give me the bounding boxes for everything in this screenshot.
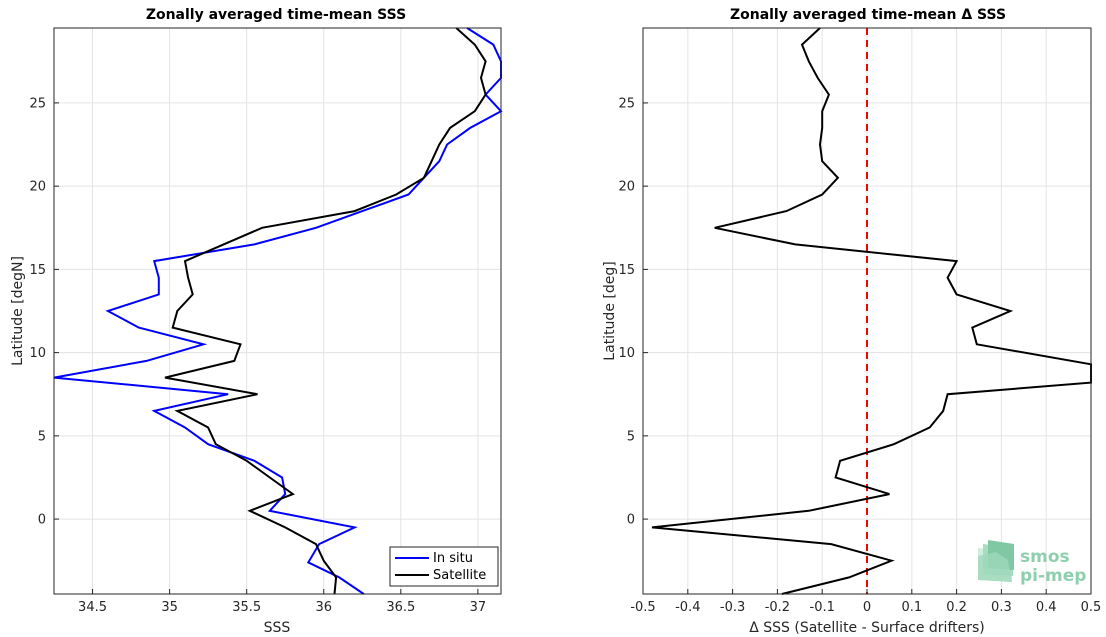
left-chart-title: Zonally averaged time-mean SSS [146,7,406,23]
right-x-tick-label: 0 [863,600,871,615]
legend-label-satellite: Satellite [433,568,486,583]
left-x-tick-label: 37 [470,600,487,615]
right-y-tick-label: 0 [627,513,635,528]
right-y-tick-label: 5 [627,429,635,444]
right-x-tick-label: -0.5 [630,600,655,615]
logo-text-smos: smos [1020,547,1070,567]
left-series-lines [53,27,503,595]
right-x-tick-label: -0.4 [675,600,700,615]
left-chart-panel: Zonally averaged time-mean SSS 34.5 35 35.… [10,7,503,636]
right-y-axis-label: Latitude [deg] [602,261,618,360]
right-series-lines [651,27,1092,595]
right-x-tick-label: -0.3 [720,600,745,615]
left-y-tick-label: 0 [38,513,46,528]
left-y-tick-label: 15 [29,263,46,278]
right-x-tick-label: 0.4 [1036,600,1057,615]
left-x-tick-label: 34.5 [78,600,107,615]
left-x-tick-label: 36 [315,600,332,615]
logo-mark-icon [978,540,1014,582]
right-y-tick-label: 10 [618,346,635,361]
left-tick-labels: 34.5 35 35.5 36 36.5 37 0 5 10 15 20 25 [29,96,486,615]
right-y-tick-label: 20 [618,180,635,195]
right-y-tick-label: 25 [618,96,635,111]
logo-text-pi-mep: pi-mep [1020,566,1086,586]
left-series-line-in-situ [53,27,503,595]
left-x-tick-label: 36.5 [386,600,415,615]
left-x-tick-label: 35 [161,600,178,615]
legend-label-in-situ: In situ [433,551,473,566]
right-tick-labels: -0.5 -0.4 -0.3 -0.2 -0.1 0 0.1 0.2 0.3 0.4 0.5 0 5 10… [618,96,1101,615]
right-chart-panel: Zonally averaged time-mean Δ SSS -0.5 -0.… [602,7,1101,636]
legend: In situ Satellite [389,546,499,587]
right-x-tick-label: 0.2 [946,600,967,615]
right-y-tick-label: 15 [618,263,635,278]
left-series-line-satellite [164,27,487,595]
right-x-tick-label: -0.2 [765,600,790,615]
left-y-axis-label: Latitude [degN] [10,256,26,366]
left-y-tick-label: 10 [29,346,46,361]
right-chart-title: Zonally averaged time-mean Δ SSS [730,7,1006,23]
left-y-tick-label: 20 [29,180,46,195]
right-x-tick-label: 0.5 [1081,600,1102,615]
smos-pi-mep-logo: smos pi-mep [978,540,1086,586]
left-y-tick-label: 5 [38,429,46,444]
left-x-axis-label: SSS [264,620,291,636]
left-gridlines [54,28,501,594]
left-axes-frame [53,27,502,595]
right-series-line-0 [651,27,1092,595]
left-x-tick-label: 35.5 [232,600,261,615]
right-x-axis-label: Δ SSS (Satellite - Surface drifters) [749,620,985,636]
legend-box [389,546,499,587]
left-y-tick-label: 25 [29,96,46,111]
right-x-tick-label: 0.3 [991,600,1012,615]
right-x-tick-label: 0.1 [901,600,922,615]
right-x-tick-label: -0.1 [810,600,835,615]
